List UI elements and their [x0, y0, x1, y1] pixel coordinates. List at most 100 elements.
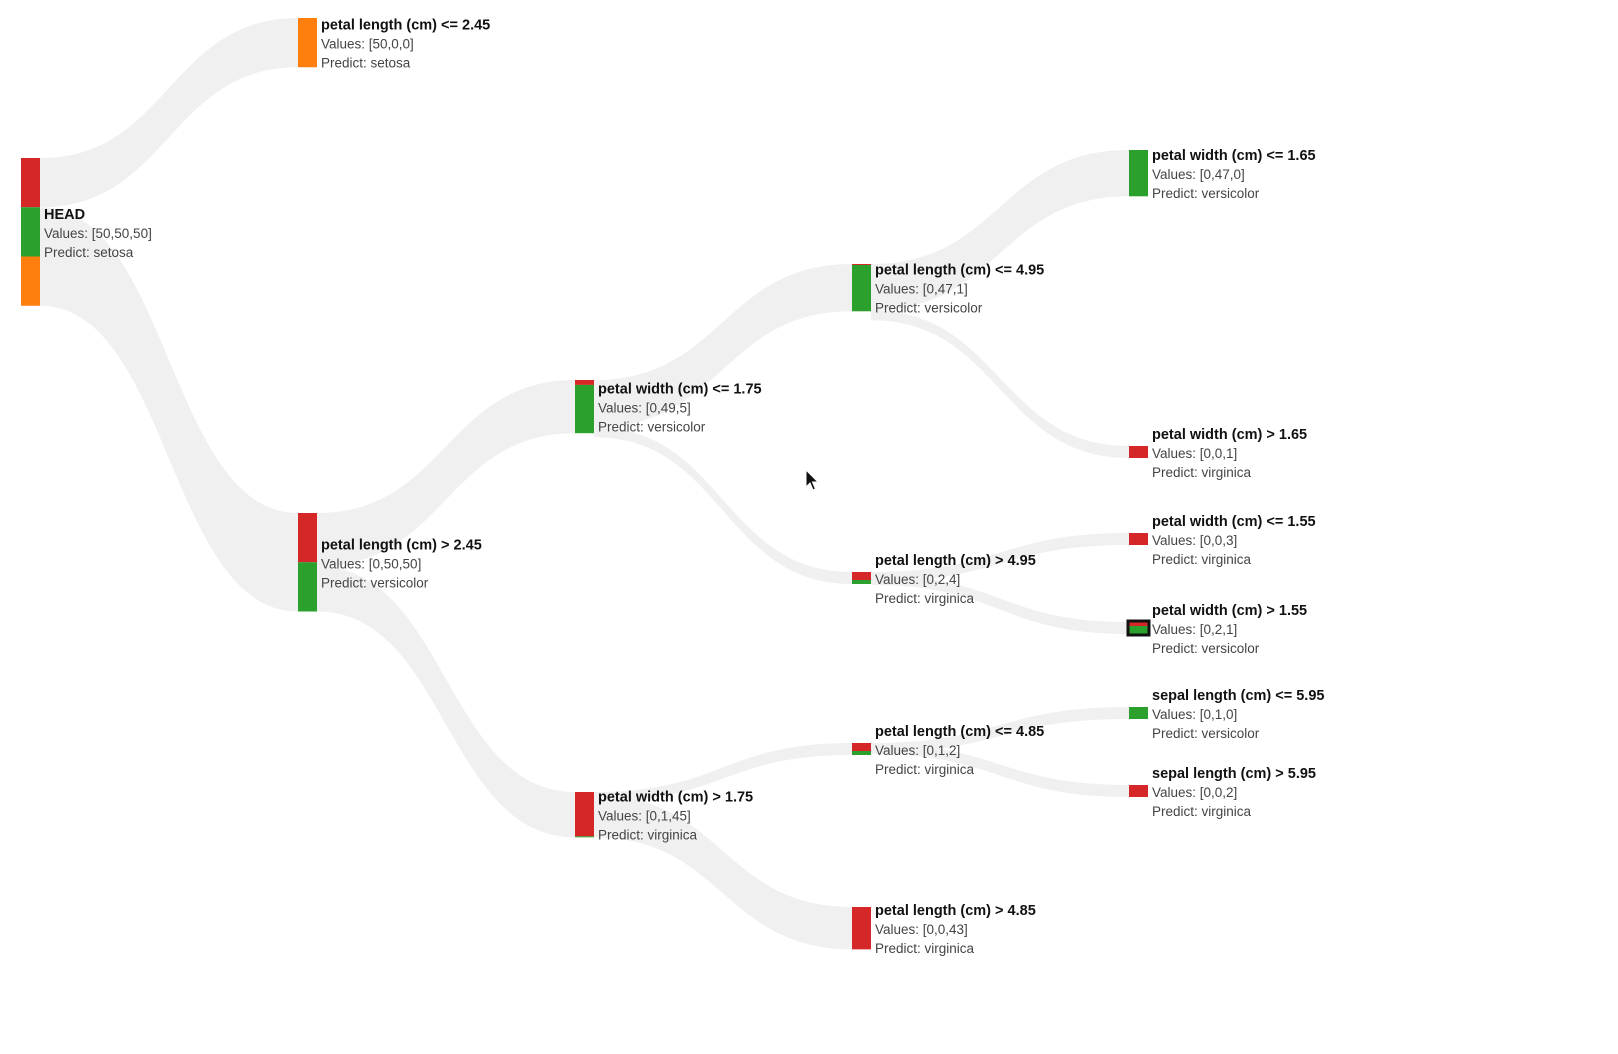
node-label-pl-le-4-85: petal length (cm) <= 4.85 Values: [0,1,2]… — [875, 724, 1044, 777]
node-predict: Predict: virginica — [1152, 465, 1252, 480]
node-values: Values: [0,1,0] — [1152, 707, 1237, 722]
node-title: petal length (cm) <= 2.45 — [321, 18, 490, 34]
node-predict: Predict: virginica — [1152, 804, 1252, 819]
link-pl-gt-2-45-to-pw-le-1-75 — [317, 380, 575, 567]
node-pl-gt-4-95[interactable] — [852, 572, 871, 584]
node-values: Values: [0,1,2] — [875, 743, 960, 758]
node-title: petal width (cm) <= 1.65 — [1152, 148, 1316, 164]
node-title: sepal length (cm) > 5.95 — [1152, 766, 1316, 782]
link-pl-le-4-95-to-pw-gt-1-65 — [871, 310, 1129, 458]
node-predict: Predict: versicolor — [321, 575, 429, 590]
node-title: petal width (cm) > 1.65 — [1152, 427, 1307, 443]
link-pl-gt-4-95-to-pw-le-1-55 — [871, 533, 1129, 582]
bar-segment-setosa — [21, 256, 40, 306]
node-title: petal width (cm) <= 1.55 — [1152, 514, 1316, 530]
node-predict: Predict: setosa — [321, 56, 411, 71]
node-predict: Predict: virginica — [1152, 552, 1252, 567]
node-predict: Predict: versicolor — [875, 301, 983, 316]
node-title: petal length (cm) <= 4.85 — [875, 724, 1044, 740]
node-predict: Predict: virginica — [875, 941, 975, 956]
node-label-pl-gt-4-95: petal length (cm) > 4.95 Values: [0,2,4] P… — [875, 553, 1036, 606]
node-title: petal length (cm) > 4.95 — [875, 553, 1036, 569]
node-label-pw-gt-1-65: petal width (cm) > 1.65 Values: [0,0,1] Pr… — [1152, 427, 1307, 480]
selected-node-outline — [1126, 619, 1151, 637]
node-label-pw-gt-1-75: petal width (cm) > 1.75 Values: [0,1,45] P… — [598, 790, 753, 843]
node-predict: Predict: virginica — [875, 591, 975, 606]
node-title: HEAD — [44, 207, 85, 223]
bar-segment-versicolor — [852, 580, 871, 584]
node-pw-le-1-75[interactable] — [575, 380, 594, 434]
bar-segment-versicolor — [1129, 626, 1148, 634]
node-pl-gt-2-45[interactable] — [298, 513, 317, 612]
node-head[interactable] — [21, 158, 40, 306]
node-predict: Predict: virginica — [875, 762, 975, 777]
link-pw-gt-1-75-to-pl-le-4-85 — [594, 743, 852, 802]
bar-segment-versicolor — [298, 562, 317, 612]
node-pl-le-2-45[interactable] — [298, 18, 317, 68]
bar-segment-setosa — [298, 18, 317, 68]
node-values: Values: [50,0,0] — [321, 37, 414, 52]
bar-segment-virginica — [298, 513, 317, 563]
link-pl-le-4-85-to-sl-gt-5-95 — [871, 743, 1129, 797]
node-title: petal width (cm) > 1.75 — [598, 790, 753, 806]
bar-segment-virginica — [1129, 785, 1148, 797]
node-values: Values: [0,47,0] — [1152, 167, 1245, 182]
node-pw-le-1-55[interactable] — [1129, 533, 1148, 545]
bar-segment-versicolor — [575, 384, 594, 434]
node-predict: Predict: versicolor — [1152, 726, 1260, 741]
node-pw-gt-1-55[interactable] — [1126, 619, 1151, 637]
bar-segment-virginica — [852, 907, 871, 950]
node-sl-le-5-95[interactable] — [1129, 707, 1148, 719]
node-values: Values: [0,49,5] — [598, 401, 691, 416]
bar-segment-virginica — [1129, 446, 1148, 458]
node-values: Values: [0,1,45] — [598, 809, 691, 824]
bar-segment-virginica — [21, 158, 40, 208]
node-values: Values: [0,0,43] — [875, 922, 968, 937]
links-layer — [40, 18, 1129, 950]
bar-segment-versicolor — [852, 751, 871, 755]
node-pl-gt-4-85[interactable] — [852, 907, 871, 950]
node-predict: Predict: versicolor — [598, 420, 706, 435]
node-title: petal length (cm) > 4.85 — [875, 903, 1036, 919]
node-label-pw-le-1-55: petal width (cm) <= 1.55 Values: [0,0,3] P… — [1152, 514, 1316, 567]
node-values: Values: [0,47,1] — [875, 282, 968, 297]
node-label-sl-le-5-95: sepal length (cm) <= 5.95 Values: [0,1,0]… — [1152, 688, 1324, 741]
node-label-pw-gt-1-55: petal width (cm) > 1.55 Values: [0,2,1] Pr… — [1152, 603, 1307, 656]
node-values: Values: [0,2,4] — [875, 572, 960, 587]
link-pl-le-4-85-to-sl-le-5-95 — [871, 707, 1129, 753]
node-title: petal width (cm) > 1.55 — [1152, 603, 1307, 619]
node-title: petal length (cm) <= 4.95 — [875, 263, 1044, 279]
bar-segment-versicolor — [575, 836, 594, 838]
node-label-head: HEAD Values: [50,50,50] Predict: setosa — [44, 207, 152, 260]
bar-segment-versicolor — [852, 264, 871, 312]
link-pl-gt-4-95-to-pw-gt-1-55 — [871, 574, 1129, 634]
node-label-sl-gt-5-95: sepal length (cm) > 5.95 Values: [0,0,2] P… — [1152, 766, 1316, 819]
mouse-cursor-icon — [805, 468, 820, 491]
labels-layer: HEAD Values: [50,50,50] Predict: setosa pet… — [44, 18, 1324, 957]
node-values: Values: [0,0,2] — [1152, 785, 1237, 800]
bar-segment-virginica — [852, 264, 871, 265]
link-head-to-pl-le-2-45 — [40, 18, 298, 208]
node-values: Values: [50,50,50] — [44, 226, 152, 241]
node-label-pl-gt-2-45: petal length (cm) > 2.45 Values: [0,50,50… — [321, 537, 482, 590]
link-head-to-pl-gt-2-45 — [40, 207, 298, 612]
node-pl-le-4-95[interactable] — [852, 264, 871, 312]
node-values: Values: [0,0,3] — [1152, 533, 1237, 548]
node-pw-le-1-65[interactable] — [1129, 150, 1148, 197]
link-pl-gt-2-45-to-pw-gt-1-75 — [317, 566, 575, 838]
bar-segment-virginica — [575, 792, 594, 837]
node-pw-gt-1-75[interactable] — [575, 792, 594, 838]
node-title: petal width (cm) <= 1.75 — [598, 382, 762, 398]
node-predict: Predict: setosa — [44, 245, 134, 260]
node-pw-gt-1-65[interactable] — [1129, 446, 1148, 458]
bar-segment-virginica — [852, 743, 871, 751]
bar-segment-virginica — [1129, 533, 1148, 545]
bar-segment-virginica — [575, 380, 594, 385]
node-values: Values: [0,50,50] — [321, 556, 421, 571]
node-predict: Predict: versicolor — [1152, 186, 1260, 201]
link-pl-le-4-95-to-pw-le-1-65 — [871, 150, 1129, 311]
node-sl-gt-5-95[interactable] — [1129, 785, 1148, 797]
bar-segment-versicolor — [1129, 150, 1148, 197]
node-pl-le-4-85[interactable] — [852, 743, 871, 755]
